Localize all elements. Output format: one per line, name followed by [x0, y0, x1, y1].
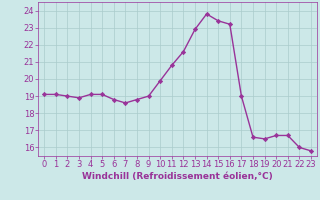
X-axis label: Windchill (Refroidissement éolien,°C): Windchill (Refroidissement éolien,°C)	[82, 172, 273, 181]
